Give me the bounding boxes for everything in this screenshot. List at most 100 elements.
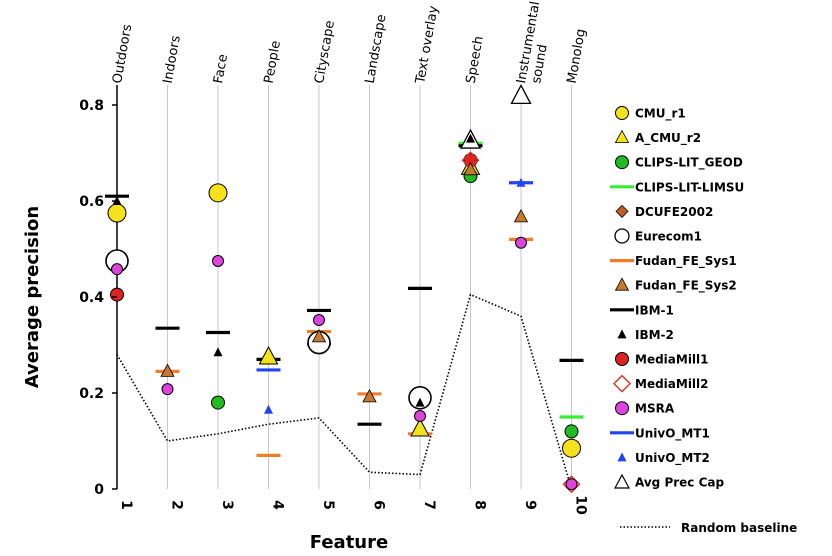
legend-label: MSRA bbox=[635, 402, 675, 416]
legend-label: Avg Prec Cap bbox=[635, 476, 724, 490]
legend-marker bbox=[615, 106, 629, 120]
data-point-cmu-r1 bbox=[208, 183, 228, 203]
legend-label: UnivO_MT2 bbox=[635, 451, 710, 466]
legend-item-mediamill1: MediaMill1 bbox=[615, 352, 709, 367]
legend-item-avg-prec-cap: Avg Prec Cap bbox=[613, 473, 724, 490]
y-tick-label: 0.8 bbox=[79, 98, 104, 114]
y-tick-label: 0 bbox=[94, 482, 104, 498]
legend-marker bbox=[613, 374, 631, 393]
data-point-msra bbox=[161, 383, 174, 396]
data-point-fudan-fe-sys2 bbox=[362, 389, 377, 403]
data-point-msra bbox=[565, 478, 578, 491]
data-point-msra bbox=[313, 314, 325, 327]
legend-item-msra: MSRA bbox=[615, 401, 675, 416]
legend-item-random-baseline: Random baseline bbox=[620, 521, 797, 535]
legend-label: MediaMill1 bbox=[635, 353, 709, 367]
data-point-avg-prec-cap bbox=[510, 84, 532, 105]
legend-label: CLIPS-LIT-LIMSU bbox=[635, 180, 744, 194]
category-labels: 1 2 3 4 5 6 7 8 9 10 Outdoors Indoors Face People City… bbox=[110, 0, 589, 515]
x-tick-label: 6 bbox=[371, 500, 387, 510]
category-label: Text overlay bbox=[413, 4, 442, 85]
y-axis: 0 0.2 0.4 0.6 0.8 bbox=[79, 98, 117, 498]
data-point-fudan-fe-sys2 bbox=[463, 161, 478, 176]
x-tick-label: 3 bbox=[219, 500, 235, 510]
legend-item-clips-lit-limsu: CLIPS-LIT-LIMSU bbox=[610, 180, 744, 194]
data-point-msra bbox=[111, 263, 123, 276]
y-tick-label: 0.4 bbox=[79, 290, 104, 306]
category-label: sound bbox=[529, 43, 551, 84]
data-point-ibm-2 bbox=[213, 347, 223, 357]
data-point-cmu-r1 bbox=[107, 203, 127, 223]
legend: CMU_r1 A_CMU_r2 CLIPS-LIT_GEOD CLIPS-LIT-LI… bbox=[610, 106, 797, 535]
y-axis-title: Average precision bbox=[22, 206, 43, 389]
x-tick-label: 8 bbox=[472, 500, 488, 510]
data-point-fudan-fe-sys2 bbox=[311, 329, 327, 343]
data-point-clips-lit-geod bbox=[211, 395, 225, 410]
category-label: Speech bbox=[464, 35, 487, 85]
legend-item-fudan-fe-sys1: Fudan_FE_Sys1 bbox=[610, 254, 737, 269]
x-tick-label: 2 bbox=[169, 500, 185, 510]
random-baseline bbox=[116, 293, 573, 490]
legend-label: CMU_r1 bbox=[635, 107, 686, 122]
data-points bbox=[105, 84, 584, 494]
data-point-msra bbox=[515, 236, 527, 249]
x-tick-label: 1 bbox=[118, 500, 134, 510]
data-point-msra bbox=[212, 255, 224, 267]
legend-marker bbox=[615, 352, 629, 366]
data-point-univo-mt2 bbox=[264, 404, 273, 414]
x-tick-label: 4 bbox=[270, 500, 286, 510]
legend-item-eurecom1: Eurecom1 bbox=[614, 228, 702, 244]
legend-marker bbox=[617, 329, 627, 339]
y-tick-label: 0.2 bbox=[79, 386, 104, 402]
x-axis-title: Feature bbox=[310, 532, 388, 553]
data-point-univo-mt2 bbox=[516, 177, 526, 187]
category-label: Monolog bbox=[565, 28, 589, 85]
legend-item-a-cmu-r2: A_CMU_r2 bbox=[614, 129, 701, 146]
data-point-a-cmu-r2 bbox=[410, 417, 430, 437]
category-label: Landscape bbox=[363, 13, 390, 84]
category-label: Outdoors bbox=[110, 23, 135, 85]
legend-marker bbox=[615, 155, 629, 170]
legend-label: IBM-2 bbox=[635, 328, 674, 342]
legend-marker bbox=[613, 473, 631, 489]
data-point-ibm-2 bbox=[466, 133, 475, 143]
legend-label: Random baseline bbox=[681, 521, 797, 535]
data-point-mediamill1 bbox=[110, 287, 124, 302]
legend-marker bbox=[614, 129, 630, 144]
legend-label: CLIPS-LIT_GEOD bbox=[635, 156, 743, 171]
x-tick-label: 5 bbox=[320, 500, 336, 510]
data-point-a-cmu-r2 bbox=[258, 345, 279, 365]
legend-marker bbox=[615, 401, 629, 416]
legend-label: UnivO_MT1 bbox=[635, 426, 710, 441]
legend-label: Fudan_FE_Sys1 bbox=[635, 254, 737, 269]
legend-item-ibm-1: IBM-1 bbox=[610, 303, 674, 317]
y-tick-label: 0.6 bbox=[79, 194, 104, 210]
legend-item-univo-mt1: UnivO_MT1 bbox=[610, 426, 710, 441]
data-point-cmu-r1 bbox=[562, 438, 581, 458]
legend-item-dcufe2002: DCUFE2002 bbox=[615, 204, 713, 219]
legend-item-clips-lit-geod: CLIPS-LIT_GEOD bbox=[615, 155, 743, 171]
legend-label: Fudan_FE_Sys2 bbox=[635, 279, 737, 294]
category-label: People bbox=[262, 40, 284, 85]
legend-marker bbox=[615, 204, 629, 218]
data-point-msra bbox=[414, 410, 426, 423]
legend-label: A_CMU_r2 bbox=[635, 131, 701, 146]
legend-item-ibm-2: IBM-2 bbox=[617, 328, 674, 342]
baseline-line bbox=[116, 293, 573, 490]
data-point-fudan-fe-sys2 bbox=[513, 209, 529, 223]
data-point-clips-lit-geod bbox=[564, 424, 579, 439]
legend-item-cmu-r1: CMU_r1 bbox=[615, 106, 686, 122]
legend-marker bbox=[614, 277, 630, 291]
x-tick-label: 10 bbox=[573, 495, 589, 515]
legend-label: IBM-1 bbox=[635, 303, 674, 317]
x-tick-label: 9 bbox=[522, 500, 538, 510]
data-point-fudan-fe-sys2 bbox=[160, 363, 175, 377]
legend-item-mediamill2: MediaMill2 bbox=[613, 374, 709, 393]
legend-marker bbox=[614, 228, 630, 244]
legend-label: Eurecom1 bbox=[635, 230, 702, 244]
data-point-ibm-2 bbox=[415, 397, 425, 407]
category-label: Face bbox=[211, 53, 231, 85]
legend-item-fudan-fe-sys2: Fudan_FE_Sys2 bbox=[614, 277, 737, 294]
category-label: Indoors bbox=[161, 34, 184, 84]
